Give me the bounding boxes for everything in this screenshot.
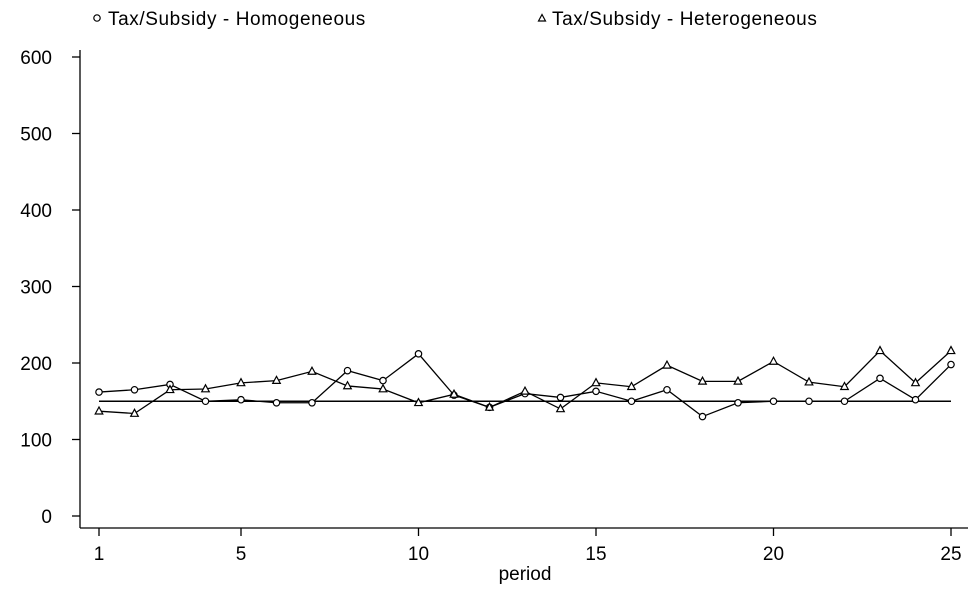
data-point-homogeneous <box>947 360 955 369</box>
data-point-homogeneous <box>201 397 210 406</box>
data-point-heterogeneous <box>129 408 140 417</box>
data-point-homogeneous <box>556 393 565 402</box>
x-tick-label: 20 <box>763 544 784 565</box>
data-point-homogeneous <box>379 376 387 385</box>
legend-marker-homogeneous <box>93 14 101 22</box>
data-point-homogeneous <box>769 397 778 406</box>
data-point-heterogeneous <box>591 377 601 387</box>
series-group <box>94 345 956 421</box>
legend-label-heterogeneous: Tax/Subsidy - Heterogeneous <box>552 9 817 30</box>
data-point-heterogeneous <box>910 377 921 387</box>
data-point-homogeneous <box>272 398 281 407</box>
data-point-homogeneous <box>627 397 636 406</box>
y-tick-label: 300 <box>20 278 52 299</box>
data-point-heterogeneous <box>839 381 850 391</box>
data-point-homogeneous <box>414 350 423 358</box>
data-point-heterogeneous <box>200 383 211 393</box>
data-point-heterogeneous <box>342 380 353 390</box>
x-axis-title: period <box>499 564 552 585</box>
data-point-heterogeneous <box>946 345 956 355</box>
data-point-heterogeneous <box>520 385 530 395</box>
data-point-heterogeneous <box>378 383 388 393</box>
data-point-heterogeneous <box>555 403 566 413</box>
data-point-homogeneous <box>237 395 245 404</box>
x-tick-label: 15 <box>585 544 606 565</box>
y-tick-label: 500 <box>20 125 52 146</box>
data-point-heterogeneous <box>733 375 743 385</box>
series-line-heterogeneous <box>98 349 952 415</box>
x-tick-label: 5 <box>236 544 247 565</box>
legend: Tax/Subsidy - Homogeneous Tax/Subsidy - … <box>93 9 817 30</box>
data-point-heterogeneous <box>768 356 779 365</box>
x-tick-label: 1 <box>94 544 105 565</box>
data-point-homogeneous <box>130 385 139 394</box>
data-point-heterogeneous <box>484 401 495 411</box>
data-point-heterogeneous <box>307 365 317 375</box>
data-point-homogeneous <box>592 387 600 396</box>
y-tick-label: 600 <box>20 48 52 69</box>
data-point-heterogeneous <box>271 375 282 384</box>
data-point-heterogeneous <box>236 377 246 387</box>
legend-label-homogeneous: Tax/Subsidy - Homogeneous <box>108 9 366 30</box>
data-point-heterogeneous <box>875 345 885 355</box>
y-tick-label: 200 <box>20 354 52 375</box>
x-tick-label: 10 <box>408 544 429 565</box>
y-tick-label: 0 <box>41 507 52 528</box>
data-point-homogeneous <box>840 397 849 406</box>
data-point-homogeneous <box>663 385 671 394</box>
data-point-homogeneous <box>876 374 884 383</box>
data-point-heterogeneous <box>662 359 672 369</box>
y-tick-label: 100 <box>20 431 52 452</box>
data-point-homogeneous <box>343 366 352 375</box>
data-point-homogeneous <box>308 398 316 407</box>
data-point-homogeneous <box>95 388 103 396</box>
data-point-heterogeneous <box>626 381 637 391</box>
data-point-homogeneous <box>911 395 920 404</box>
legend-marker-heterogeneous <box>537 13 547 22</box>
data-point-heterogeneous <box>165 384 175 394</box>
data-point-heterogeneous <box>413 397 424 407</box>
data-point-homogeneous <box>805 397 813 406</box>
data-point-heterogeneous <box>449 388 459 398</box>
data-point-homogeneous <box>698 412 707 421</box>
y-ticks: 0 100 200 300 400 500 600 <box>20 48 80 528</box>
data-point-heterogeneous <box>697 375 708 385</box>
x-tick-label: 25 <box>940 544 961 565</box>
y-tick-label: 400 <box>20 201 52 222</box>
data-point-heterogeneous <box>94 405 104 415</box>
data-point-heterogeneous <box>804 376 814 386</box>
x-ticks: 1 5 10 15 20 25 <box>94 528 962 565</box>
data-point-homogeneous <box>734 398 742 407</box>
